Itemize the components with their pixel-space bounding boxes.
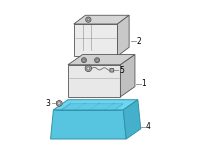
- Polygon shape: [58, 102, 61, 105]
- Polygon shape: [68, 55, 135, 65]
- Polygon shape: [56, 100, 62, 107]
- Text: 3: 3: [45, 99, 50, 108]
- Polygon shape: [62, 104, 123, 110]
- Polygon shape: [120, 55, 135, 97]
- Circle shape: [85, 65, 92, 72]
- Polygon shape: [68, 65, 120, 97]
- Polygon shape: [74, 24, 117, 56]
- Circle shape: [95, 58, 100, 63]
- Circle shape: [86, 17, 91, 22]
- Circle shape: [83, 59, 85, 61]
- Polygon shape: [74, 15, 129, 24]
- Circle shape: [87, 19, 90, 21]
- Circle shape: [87, 67, 90, 70]
- Circle shape: [96, 59, 98, 61]
- Polygon shape: [123, 100, 141, 139]
- FancyBboxPatch shape: [110, 69, 114, 72]
- Polygon shape: [50, 110, 126, 139]
- Polygon shape: [117, 15, 129, 56]
- Circle shape: [82, 58, 86, 63]
- Text: 1: 1: [141, 80, 146, 88]
- Text: 5: 5: [119, 66, 124, 75]
- Text: 4: 4: [146, 122, 151, 131]
- Text: 2: 2: [136, 37, 141, 46]
- Polygon shape: [53, 100, 138, 110]
